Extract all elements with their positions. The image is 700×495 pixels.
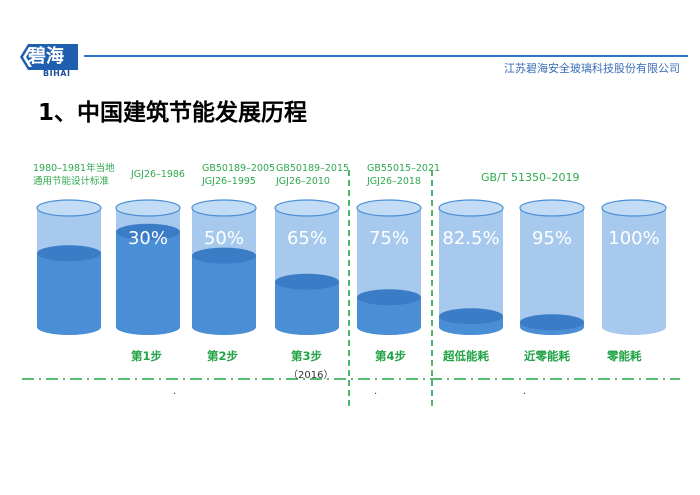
cylinder-top-rim xyxy=(274,199,340,217)
cylinder-glass xyxy=(439,208,503,327)
page-title: 1、中国建筑节能发展历程 xyxy=(38,100,308,126)
cylinder-water-surface xyxy=(439,308,503,325)
step-label-2: 第2步 xyxy=(207,349,239,363)
header-divider xyxy=(84,55,688,57)
standard-label-2: JGJ26–1986 xyxy=(131,169,185,180)
standard-label-1-line1: 1980–1981年当地 xyxy=(33,163,115,174)
standard-label-6: GB/T 51350–2019 xyxy=(481,171,580,184)
cylinder-5: 75% xyxy=(356,199,422,335)
cylinder-water-surface xyxy=(275,273,339,290)
cylinder-percent-label: 65% xyxy=(287,228,327,249)
logo-english-text: BIHAI xyxy=(43,69,71,78)
cylinder-percent-label: 95% xyxy=(532,228,572,249)
cylinder-2: 30% xyxy=(115,199,181,335)
step-3-year: （2016） xyxy=(288,370,334,381)
standard-label-3-line2: JGJ26–1995 xyxy=(202,176,256,187)
standard-label-4-line2: JGJ26–2010 xyxy=(276,176,330,187)
logo-chinese-text: 碧海 xyxy=(28,46,64,67)
cylinder-water xyxy=(116,231,180,327)
cylinder-top-rim xyxy=(356,199,422,217)
cylinder-3: 50% xyxy=(191,199,257,335)
cylinder-8: 100% xyxy=(601,199,667,335)
cylinder-water-bottom xyxy=(116,319,180,335)
cylinder-glass xyxy=(520,208,584,327)
cylinder-water xyxy=(37,253,101,327)
cylinder-top-rim xyxy=(36,199,102,217)
cylinder-percent-label: 100% xyxy=(608,228,659,249)
cylinder-top-rim xyxy=(191,199,257,217)
cylinder-water-surface xyxy=(192,247,256,264)
cylinder-bottom xyxy=(602,319,666,335)
step-label-4: 第4步 xyxy=(375,349,407,363)
cylinder-top-rim xyxy=(601,199,667,217)
standard-label-4: GB50189–2015 JGJ26–2010 xyxy=(276,162,349,188)
standard-label-5-line2: JGJ26–2018 xyxy=(367,176,421,187)
cylinder-water-surface xyxy=(116,223,180,240)
cylinder-water-surface xyxy=(357,289,421,306)
company-logo: 碧海 BIHAI xyxy=(20,44,80,78)
standard-label-1-line2: 通用节能设计标准 xyxy=(33,176,110,187)
cylinder-percent-label: 75% xyxy=(369,228,409,249)
cylinder-4: 65% xyxy=(274,199,340,335)
step-label-3: 第3步 xyxy=(291,349,323,363)
cylinder-top-rim xyxy=(438,199,504,217)
cylinder-water-bottom xyxy=(275,319,339,335)
dot-marker-1: . xyxy=(173,386,177,397)
cylinder-percent-label: 50% xyxy=(204,228,244,249)
cylinder-top-rim xyxy=(519,199,585,217)
dot-marker-3: . xyxy=(523,386,527,397)
cylinder-7: 95% xyxy=(519,199,585,335)
standard-label-5: GB55015–2021 JGJ26–2018 xyxy=(367,162,440,188)
cylinder-water-surface xyxy=(37,245,101,262)
dot-marker-2: . xyxy=(374,386,378,397)
company-name: 江苏碧海安全玻璃科技股份有限公司 xyxy=(504,62,680,75)
standard-label-3-line1: GB50189–2005 xyxy=(202,163,276,174)
cylinder-glass xyxy=(602,208,666,327)
cylinder-percent-label: 82.5% xyxy=(442,228,499,249)
step-label-near-zero: 近零能耗 xyxy=(524,349,570,363)
standard-label-3: GB50189–2005 JGJ26–1995 xyxy=(202,162,275,188)
standard-label-5-line1: GB55015–2021 xyxy=(367,163,441,174)
step-label-1: 第1步 xyxy=(131,349,163,363)
cylinder-1 xyxy=(36,199,102,335)
cylinder-top-rim xyxy=(115,199,181,217)
logo-mark-icon xyxy=(20,44,78,70)
cylinder-water-bottom xyxy=(192,319,256,335)
step-label-ultra-low: 超低能耗 xyxy=(443,349,489,363)
step-label-zero: 零能耗 xyxy=(607,349,642,363)
cylinder-6: 82.5% xyxy=(438,199,504,335)
cylinder-percent-label: 30% xyxy=(128,228,168,249)
cylinder-water-surface xyxy=(520,314,584,331)
cylinder-water-bottom xyxy=(357,319,421,335)
cylinder-water xyxy=(192,255,256,327)
cylinder-water-bottom xyxy=(37,319,101,335)
standard-label-1: 1980–1981年当地 通用节能设计标准 xyxy=(33,162,115,188)
standard-label-4-line1: GB50189–2015 xyxy=(276,163,350,174)
